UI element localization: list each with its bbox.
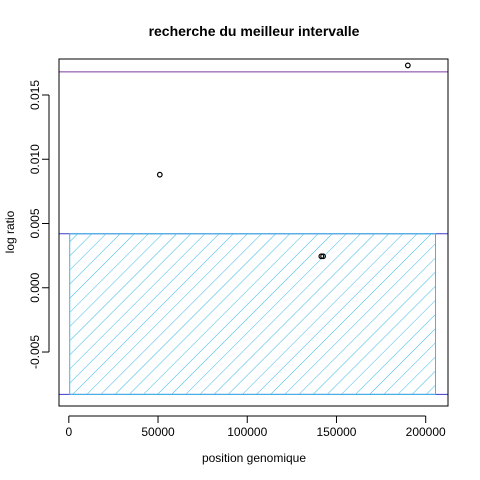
hatched-interval bbox=[69, 233, 437, 395]
x-axis: 0 50000 100000 150000 200000 bbox=[65, 415, 446, 439]
x-tick-label-3: 150000 bbox=[316, 425, 356, 439]
y-tick-label-4: 0.015 bbox=[28, 80, 42, 110]
y-axis: -0.005 0.000 0.005 0.010 0.015 bbox=[28, 80, 50, 369]
x-tick-label-2: 100000 bbox=[227, 425, 267, 439]
x-axis-label: position genomique bbox=[202, 451, 306, 465]
x-tick-label-0: 0 bbox=[65, 425, 72, 439]
data-point-1 bbox=[318, 253, 325, 260]
chart-title: recherche du meilleur intervalle bbox=[149, 23, 360, 39]
y-tick-label-2: 0.005 bbox=[28, 208, 42, 238]
y-tick-label-1: 0.000 bbox=[28, 272, 42, 302]
data-point-0 bbox=[156, 171, 163, 178]
interval-rect bbox=[69, 233, 437, 395]
y-tick-label-0: -0.005 bbox=[28, 335, 42, 369]
x-tick-label-4: 200000 bbox=[406, 425, 446, 439]
plot-frame bbox=[58, 58, 449, 407]
data-point-2 bbox=[320, 253, 326, 260]
data-point-3 bbox=[404, 62, 411, 69]
y-axis-label: log ratio bbox=[3, 210, 17, 253]
x-tick-label-1: 50000 bbox=[141, 425, 175, 439]
data-points bbox=[156, 62, 411, 260]
y-tick-label-3: 0.010 bbox=[28, 144, 42, 174]
